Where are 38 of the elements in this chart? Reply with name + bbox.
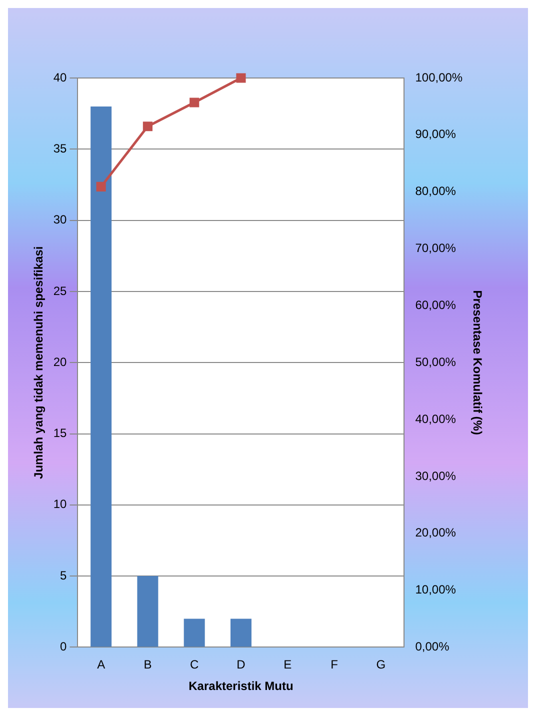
point [142,122,152,132]
point [190,98,200,108]
x-axis-title: Karakteristik Mutu [188,679,294,694]
y2-tick-label: 50,00% [415,354,456,369]
y-tick-label: 5 [60,568,68,582]
y-tick-label: 15 [53,426,68,440]
point [236,73,246,83]
y2-tick-label: 60,00% [415,298,456,312]
x-tick-label: A [97,658,106,672]
y-tick-label: 40 [53,70,68,84]
y2-axis-title: Presentase Komulatif (%) [470,290,484,435]
y2-tick-label: 10,00% [415,582,456,597]
y2-tick-label: 30,00% [415,468,456,483]
x-tick-label: C [190,658,200,672]
y2-tick-label: 20,00% [415,526,456,540]
x-tick-label: B [144,658,152,672]
y-tick-label: 35 [53,141,68,156]
x-tick-label: G [376,658,386,672]
point [96,182,106,192]
y2-tick-label: 0,00% [415,640,450,654]
bar [137,576,158,647]
x-tick-label: D [236,658,246,672]
y-tick-label: 30 [53,212,68,227]
y2-tick-label: 80,00% [415,184,456,198]
y2-tick-label: 90,00% [415,127,456,142]
y-tick-label: 0 [60,640,68,654]
y2-tick-label: 40,00% [415,412,456,426]
y-tick-label: 10 [53,497,68,512]
y2-tick-label: 100,00% [415,70,463,84]
bar [184,618,205,647]
bar [230,618,252,647]
y-axis-title: Jumlah yang tidak memenuhi spesifikasi [32,246,46,479]
x-tick-label: E [284,658,292,672]
y-tick-label: 20 [53,354,68,369]
y-tick-label: 25 [53,284,68,298]
bar [90,106,112,647]
x-tick-label: F [330,658,338,672]
y2-tick-label: 70,00% [415,241,456,256]
